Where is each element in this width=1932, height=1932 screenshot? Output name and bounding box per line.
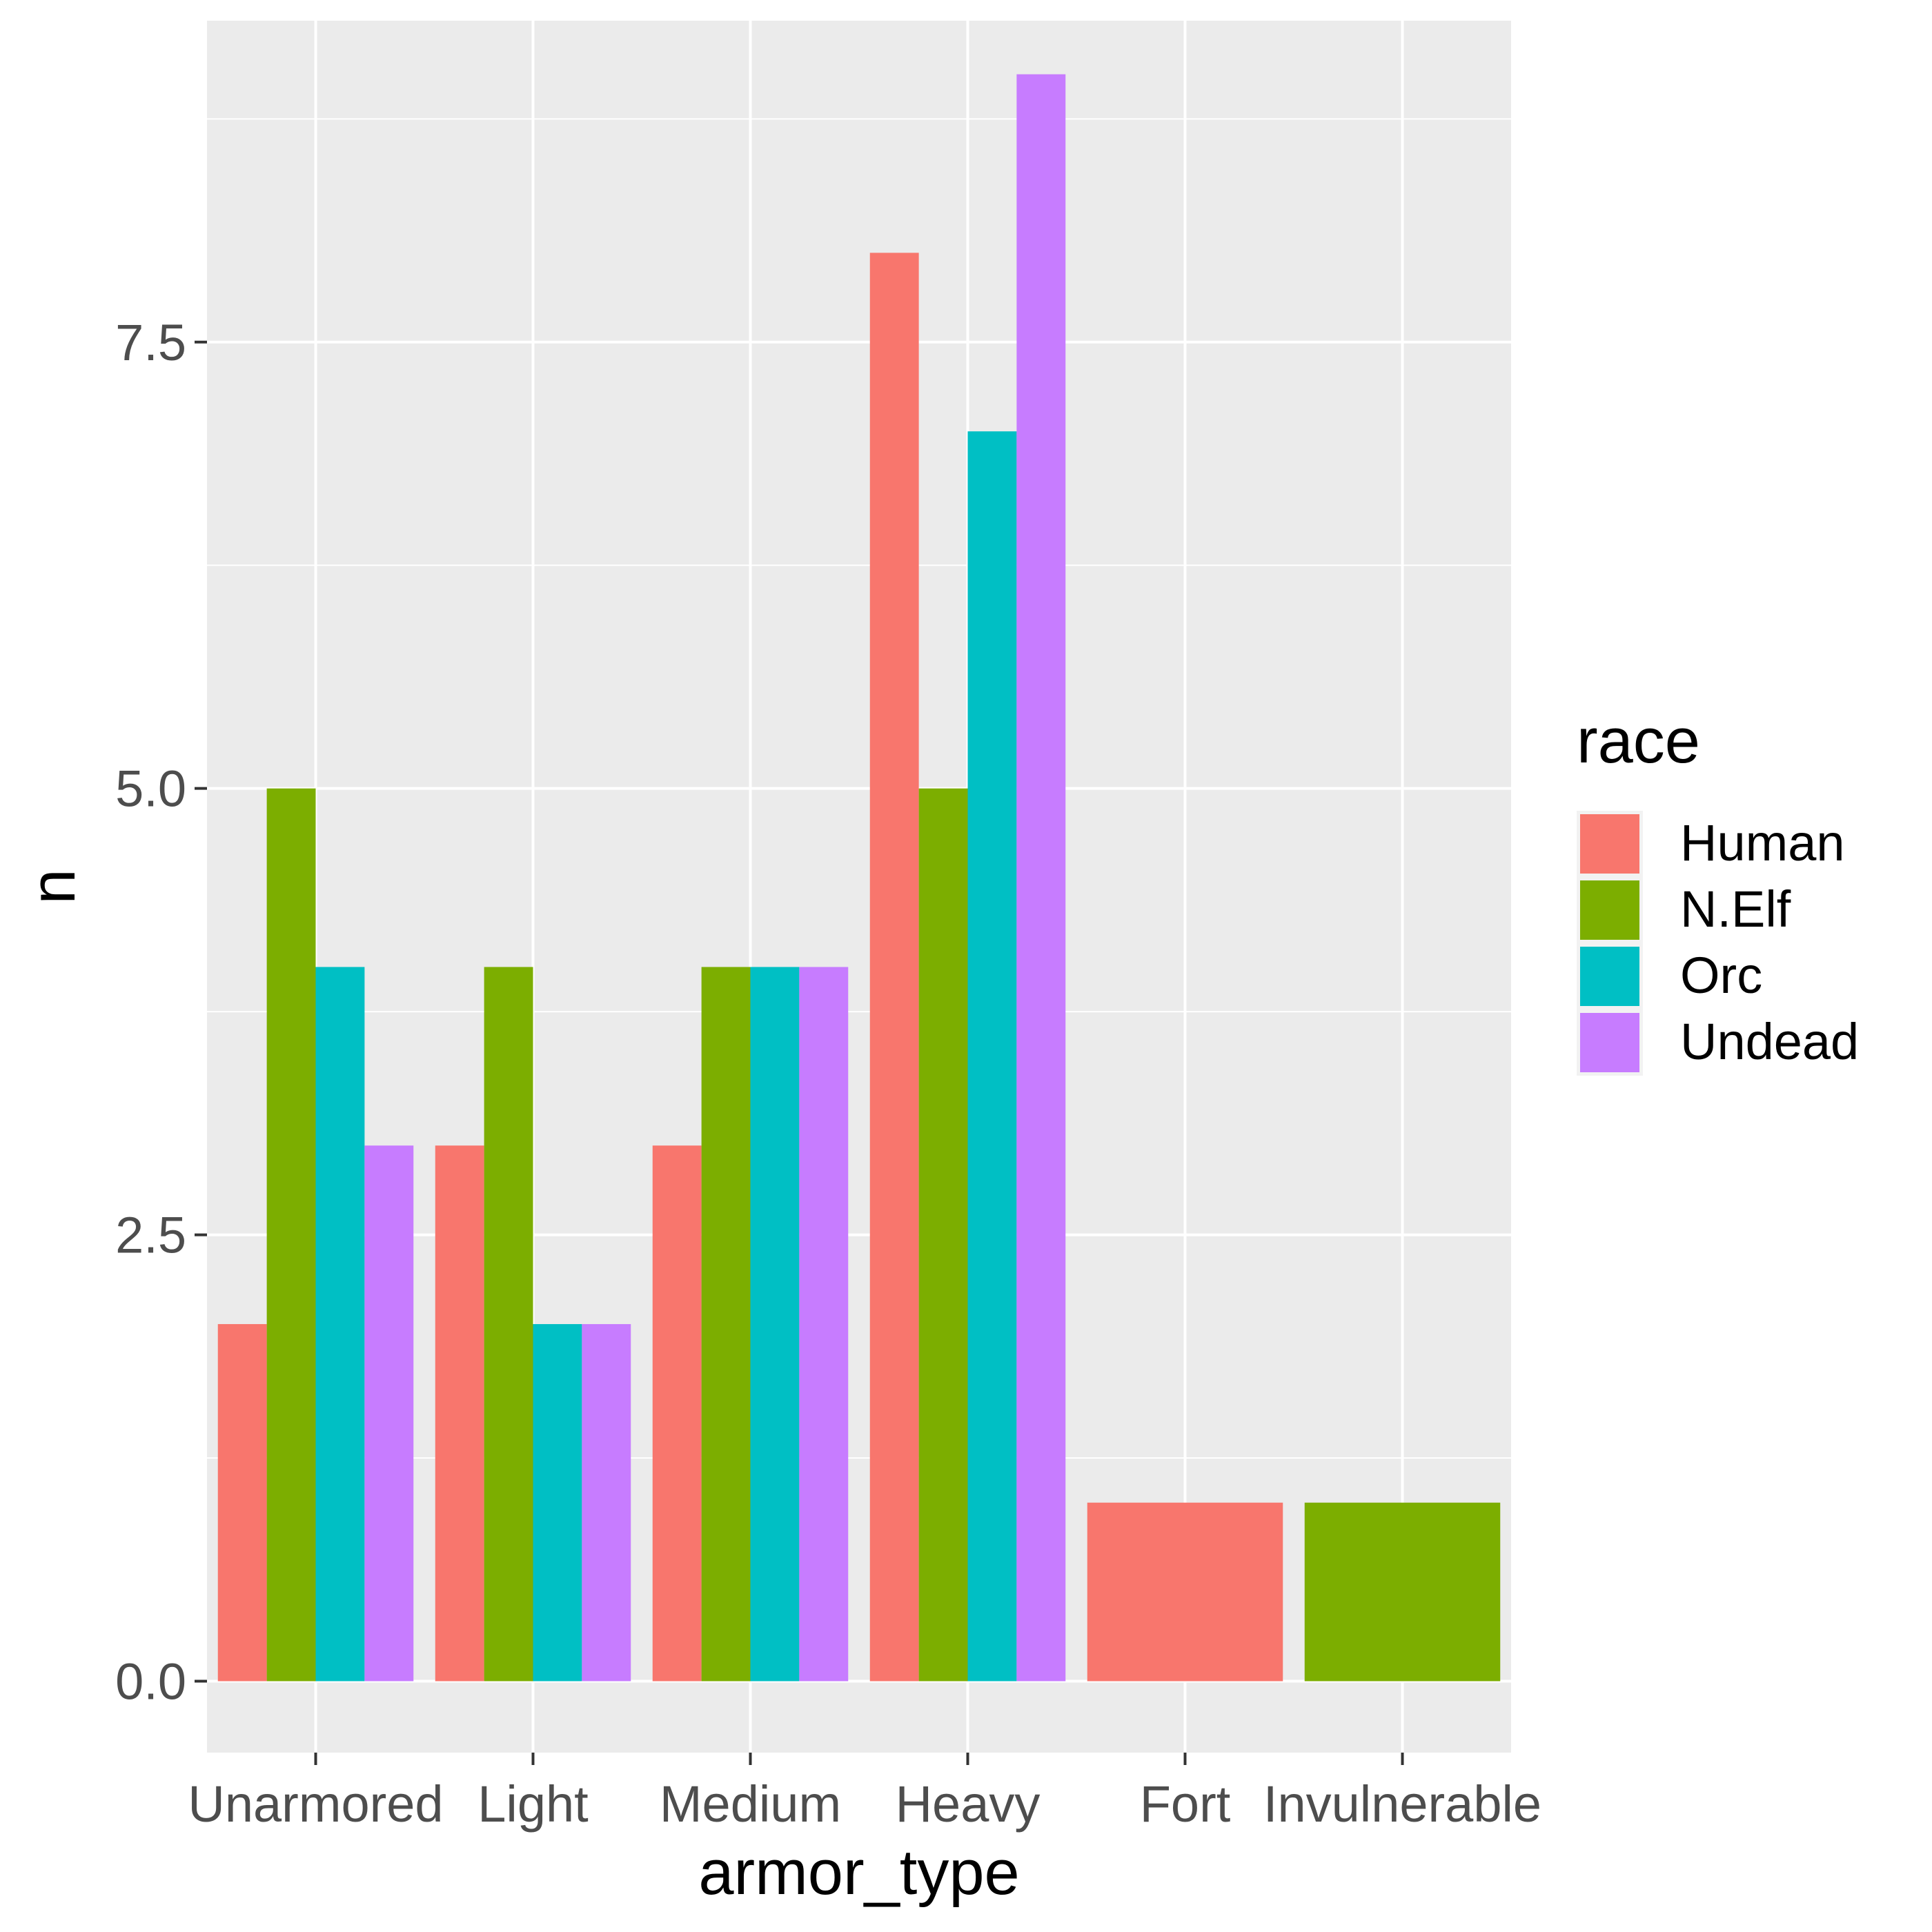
legend-swatch-human [1580, 814, 1639, 874]
bar-n-elf-unarmored [266, 788, 316, 1682]
legend-swatch-n-elf [1580, 880, 1639, 940]
bar-undead-medium [799, 967, 849, 1682]
bar-undead-unarmored [364, 1145, 414, 1682]
y-tick-label: 5.0 [115, 760, 186, 818]
bar-orc-unarmored [315, 967, 365, 1682]
x-tick-label: Fort [1140, 1775, 1231, 1833]
bar-undead-heavy [1016, 74, 1066, 1682]
bar-human-light [435, 1145, 484, 1682]
y-tick-label: 7.5 [115, 314, 186, 371]
x-axis: Unarmored Light Medium Heavy Fort Invulnerabl… [188, 1753, 1541, 1833]
legend-label: Human [1680, 814, 1845, 871]
bar-n-elf-invulnerable [1304, 1502, 1501, 1682]
bar-orc-heavy [967, 431, 1017, 1682]
x-tick-label: Invulnerable [1263, 1775, 1541, 1833]
legend: race Human N.Elf Orc Undead [1577, 706, 1859, 1076]
x-axis-title: armor_type [698, 1837, 1019, 1908]
bar-human-fort [1087, 1502, 1283, 1682]
bar-n-elf-light [484, 967, 533, 1682]
legend-label: Orc [1680, 947, 1762, 1004]
bar-undead-light [582, 1323, 631, 1682]
legend-swatch-undead [1580, 1013, 1639, 1072]
legend-label: N.Elf [1680, 880, 1791, 938]
legend-title: race [1577, 706, 1700, 776]
y-tick-label: 0.0 [115, 1653, 186, 1710]
bar-orc-light [533, 1323, 582, 1682]
x-tick-label: Medium [660, 1775, 841, 1833]
y-tick-label: 2.5 [115, 1207, 186, 1264]
bar-human-unarmored [217, 1323, 267, 1682]
bar-n-elf-medium [701, 967, 751, 1682]
bar-orc-medium [750, 967, 800, 1682]
legend-items: Human N.Elf Orc Undead [1577, 811, 1859, 1076]
x-tick-label: Unarmored [188, 1775, 443, 1833]
bar-human-heavy [869, 253, 919, 1682]
x-tick-label: Heavy [896, 1775, 1041, 1833]
y-axis-title: n [18, 869, 88, 904]
y-axis: 0.0 2.5 5.0 7.5 [115, 314, 207, 1710]
plot-panel [207, 21, 1511, 1753]
x-tick-label: Light [477, 1775, 589, 1833]
legend-swatch-orc [1580, 947, 1639, 1006]
legend-label: Undead [1680, 1013, 1859, 1070]
minor-gridlines [207, 118, 1511, 1459]
bar-human-medium [652, 1145, 702, 1682]
bar-n-elf-heavy [918, 788, 968, 1682]
bars [217, 74, 1501, 1682]
